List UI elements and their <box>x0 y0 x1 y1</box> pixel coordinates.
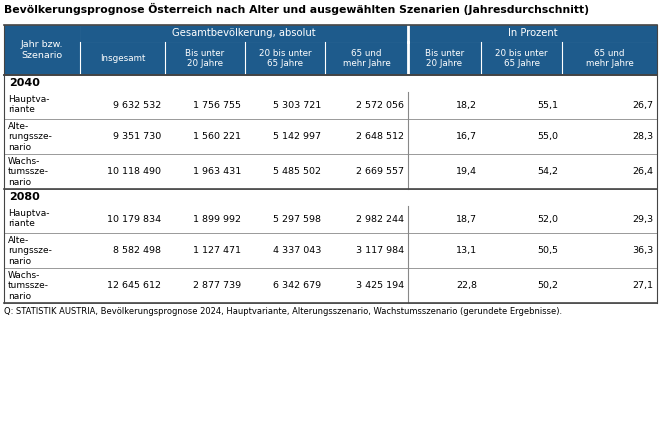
Text: Wachs-
tumssze-
nario: Wachs- tumssze- nario <box>8 271 49 301</box>
Text: 13,1: 13,1 <box>456 246 477 255</box>
Text: Wachs-
tumssze-
nario: Wachs- tumssze- nario <box>8 157 49 187</box>
Text: 26,4: 26,4 <box>632 167 653 176</box>
Text: 2040: 2040 <box>9 79 40 89</box>
Text: 50,5: 50,5 <box>537 246 558 255</box>
Bar <box>4 189 657 206</box>
Text: 52,0: 52,0 <box>537 215 558 224</box>
Text: 27,1: 27,1 <box>632 281 653 290</box>
Text: 5 142 997: 5 142 997 <box>273 132 321 141</box>
Bar <box>4 92 657 119</box>
Text: 29,3: 29,3 <box>632 215 653 224</box>
Text: 2 982 244: 2 982 244 <box>356 215 404 224</box>
Bar <box>562 42 657 75</box>
Text: 54,2: 54,2 <box>537 167 558 176</box>
Bar <box>4 233 657 268</box>
Text: 9 351 730: 9 351 730 <box>113 132 161 141</box>
Text: Gesamtbevölkerung, absolut: Gesamtbevölkerung, absolut <box>172 28 316 39</box>
Text: 1 127 471: 1 127 471 <box>193 246 241 255</box>
Text: 2 572 056: 2 572 056 <box>356 101 404 110</box>
Text: 8 582 498: 8 582 498 <box>113 246 161 255</box>
Bar <box>4 75 657 92</box>
Text: 3 117 984: 3 117 984 <box>356 246 404 255</box>
Text: 2 669 557: 2 669 557 <box>356 167 404 176</box>
Text: 4 337 043: 4 337 043 <box>272 246 321 255</box>
Bar <box>4 25 80 75</box>
Bar <box>4 119 657 154</box>
Bar <box>80 25 408 42</box>
Bar <box>4 154 657 189</box>
Text: 55,0: 55,0 <box>537 132 558 141</box>
Bar <box>408 25 657 42</box>
Text: 65 und
mehr Jahre: 65 und mehr Jahre <box>342 49 391 68</box>
Text: 10 118 490: 10 118 490 <box>107 167 161 176</box>
Text: 10 179 834: 10 179 834 <box>107 215 161 224</box>
Text: 12 645 612: 12 645 612 <box>107 281 161 290</box>
Text: 1 963 431: 1 963 431 <box>193 167 241 176</box>
Text: Bis unter
20 Jahre: Bis unter 20 Jahre <box>425 49 464 68</box>
Text: Jahr bzw.
Szenario: Jahr bzw. Szenario <box>20 40 63 60</box>
Text: Insgesamt: Insgesamt <box>100 54 145 63</box>
Text: 5 485 502: 5 485 502 <box>273 167 321 176</box>
Text: 65 und
mehr Jahre: 65 und mehr Jahre <box>586 49 633 68</box>
Text: 1 899 992: 1 899 992 <box>193 215 241 224</box>
Bar <box>165 42 245 75</box>
Text: 20 bis unter
65 Jahre: 20 bis unter 65 Jahre <box>495 49 548 68</box>
Text: Bis unter
20 Jahre: Bis unter 20 Jahre <box>185 49 225 68</box>
Text: 5 297 598: 5 297 598 <box>273 215 321 224</box>
Text: 19,4: 19,4 <box>456 167 477 176</box>
Text: 22,8: 22,8 <box>456 281 477 290</box>
Text: 6 342 679: 6 342 679 <box>273 281 321 290</box>
Text: 36,3: 36,3 <box>632 246 653 255</box>
Text: 1 560 221: 1 560 221 <box>193 132 241 141</box>
Bar <box>481 42 562 75</box>
Text: 18,7: 18,7 <box>456 215 477 224</box>
Text: 9 632 532: 9 632 532 <box>113 101 161 110</box>
Text: 16,7: 16,7 <box>456 132 477 141</box>
Text: Bevölkerungsprognose Österreich nach Alter und ausgewählten Szenarien (Jahresdur: Bevölkerungsprognose Österreich nach Alt… <box>4 3 589 15</box>
Text: 5 303 721: 5 303 721 <box>273 101 321 110</box>
Bar <box>245 42 325 75</box>
Bar <box>408 42 481 75</box>
Text: In Prozent: In Prozent <box>508 28 557 39</box>
Text: 2 877 739: 2 877 739 <box>193 281 241 290</box>
Bar <box>325 42 408 75</box>
Bar <box>4 268 657 303</box>
Text: 3 425 194: 3 425 194 <box>356 281 404 290</box>
Bar <box>80 42 165 75</box>
Text: 20 bis unter
65 Jahre: 20 bis unter 65 Jahre <box>258 49 311 68</box>
Text: Alte-
rungssze-
nario: Alte- rungssze- nario <box>8 236 52 266</box>
Text: 26,7: 26,7 <box>632 101 653 110</box>
Text: 1 756 755: 1 756 755 <box>193 101 241 110</box>
Text: 2 648 512: 2 648 512 <box>356 132 404 141</box>
Bar <box>4 206 657 233</box>
Text: 55,1: 55,1 <box>537 101 558 110</box>
Text: 28,3: 28,3 <box>632 132 653 141</box>
Text: 50,2: 50,2 <box>537 281 558 290</box>
Text: 18,2: 18,2 <box>456 101 477 110</box>
Text: Q: STATISTIK AUSTRIA, Bevölkerungsprognose 2024, Hauptvariante, Alterungsszenari: Q: STATISTIK AUSTRIA, Bevölkerungsprogno… <box>4 307 562 316</box>
Text: Hauptva-
riante: Hauptva- riante <box>8 95 50 114</box>
Text: Alte-
rungssze-
nario: Alte- rungssze- nario <box>8 122 52 152</box>
Text: Hauptva-
riante: Hauptva- riante <box>8 209 50 228</box>
Text: 2080: 2080 <box>9 193 40 203</box>
